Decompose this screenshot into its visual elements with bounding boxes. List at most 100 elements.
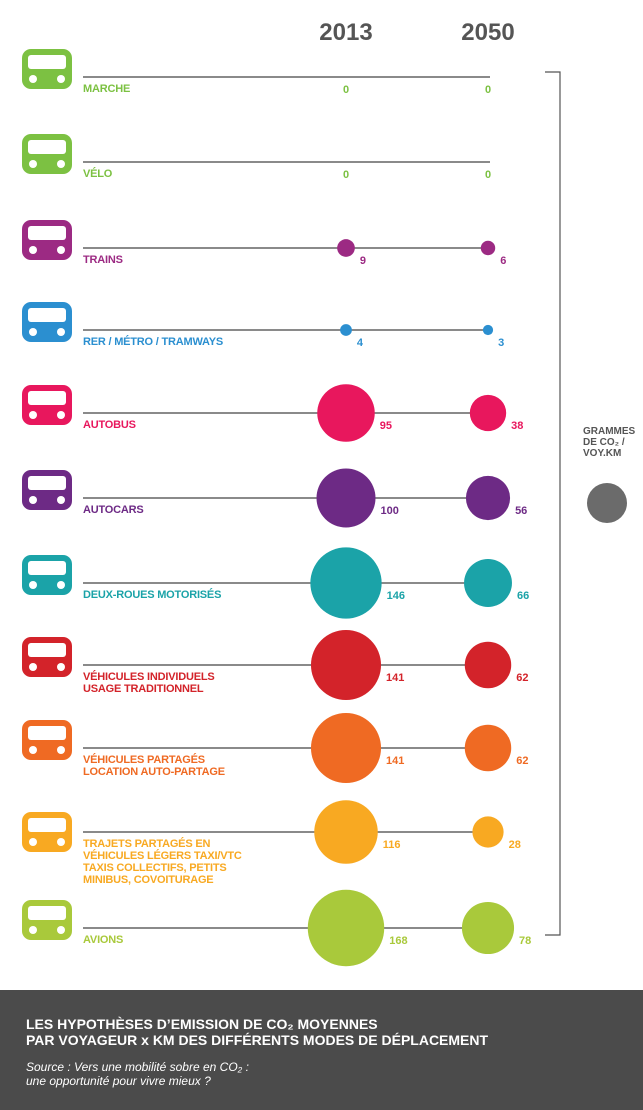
value-label: 9 [360,255,366,267]
chart: 2013 2050 0 0 0 0 9 6 4 3 95 38 100 56 146 66 141 62 141 62… [22,19,627,967]
mode-icon [22,555,72,595]
mode-icon-part [57,581,65,589]
bubble [464,724,512,772]
mode-icon-part [28,726,66,740]
mode-icon [22,900,72,940]
category-label: RER / MÉTRO / TRAMWAYS [83,336,224,348]
value-label: 141 [386,672,404,684]
bubble [307,889,385,967]
mode-icon-part [28,643,66,657]
column-header: 2050 [461,19,514,46]
value-label: 62 [516,755,528,767]
mode-icon-part [29,328,37,336]
bubble [316,468,376,528]
mode-icon-part [57,663,65,671]
mode-icon-part [28,226,66,240]
bubble [464,641,512,689]
mode-icon [22,812,72,852]
value-label: 100 [381,505,399,517]
value-label: 4 [357,337,364,349]
mode-icon-part [28,561,66,575]
value-label: 141 [386,755,404,767]
value-label: 168 [389,935,407,947]
bubble [310,712,382,784]
mode-icon-part [57,746,65,754]
mode-icon-part [57,926,65,934]
mode-icon-part [57,838,65,846]
value-label: 62 [516,672,528,684]
bubble [464,559,512,607]
category-label: AUTOBUS [83,419,136,431]
mode-icon-part [57,411,65,419]
category-label: MARCHE [83,83,131,95]
category-label: VÉLO [83,168,113,180]
mode-icon-part [29,160,37,168]
value-label: 38 [511,420,523,432]
mode-icon-part [57,75,65,83]
footer-source: Source : Vers une mobilité sobre en CO₂ … [26,1060,249,1088]
mode-icon-part [28,55,66,69]
mode-icon [22,134,72,174]
value-label: 146 [387,590,405,602]
value-label: 66 [517,590,529,602]
mode-icon-part [57,328,65,336]
bubble [461,901,515,955]
mode-icon-part [29,75,37,83]
bubble [482,324,494,336]
bubble [340,324,352,336]
mode-icon-part [29,246,37,254]
mode-icon-part [28,308,66,322]
mode-icon-part [57,160,65,168]
mode-icon [22,637,72,677]
mode-icon-part [28,391,66,405]
value-label: 6 [500,255,506,267]
value-label: 0 [343,84,349,96]
bubble [314,800,378,864]
footer: LES HYPOTHÈSES D’EMISSION DE CO₂ MOYENNE… [0,990,643,1110]
bubble [480,240,496,256]
mode-icon [22,470,72,510]
mode-icon-part [29,496,37,504]
bubble [310,629,382,701]
mode-icon-part [28,906,66,920]
value-label: 78 [519,935,531,947]
mode-icon [22,220,72,260]
bubble [337,239,355,257]
mode-icon-part [29,746,37,754]
value-label: 0 [485,169,491,181]
category-label: TRAINS [83,254,123,266]
mode-icon-part [29,411,37,419]
value-label: 3 [498,337,504,349]
category-label: AUTOCARS [83,504,144,516]
mode-icon [22,49,72,89]
mode-icon [22,302,72,342]
category-label: AVIONS [83,934,124,946]
value-label: 0 [343,169,349,181]
bubble [317,384,375,442]
mode-icon-part [28,476,66,490]
bubble [472,816,504,848]
mode-icon-part [57,496,65,504]
mode-icon [22,385,72,425]
column-header: 2013 [319,19,372,46]
value-label: 56 [515,505,527,517]
mode-icon-part [29,926,37,934]
mode-icon-part [28,818,66,832]
mode-icon [22,720,72,760]
category-label: VÉHICULES INDIVIDUELS USAGE TRADITIONNEL [83,671,215,695]
mode-icon-part [29,581,37,589]
value-label: 116 [383,839,401,851]
bubble [310,547,382,619]
mode-icon-part [29,663,37,671]
value-label: 0 [485,84,491,96]
value-label: 28 [509,839,521,851]
category-label: DEUX-ROUES MOTORISÉS [83,589,222,601]
bubble [469,394,507,432]
footer-title: LES HYPOTHÈSES D’EMISSION DE CO₂ MOYENNE… [26,1016,489,1048]
value-label: 95 [380,420,392,432]
bubble [465,475,511,521]
legend-label: GRAMMES DE CO₂ / VOY.KM [583,426,636,459]
mode-icon-part [29,838,37,846]
bracket [545,71,561,936]
mode-icon-part [57,246,65,254]
